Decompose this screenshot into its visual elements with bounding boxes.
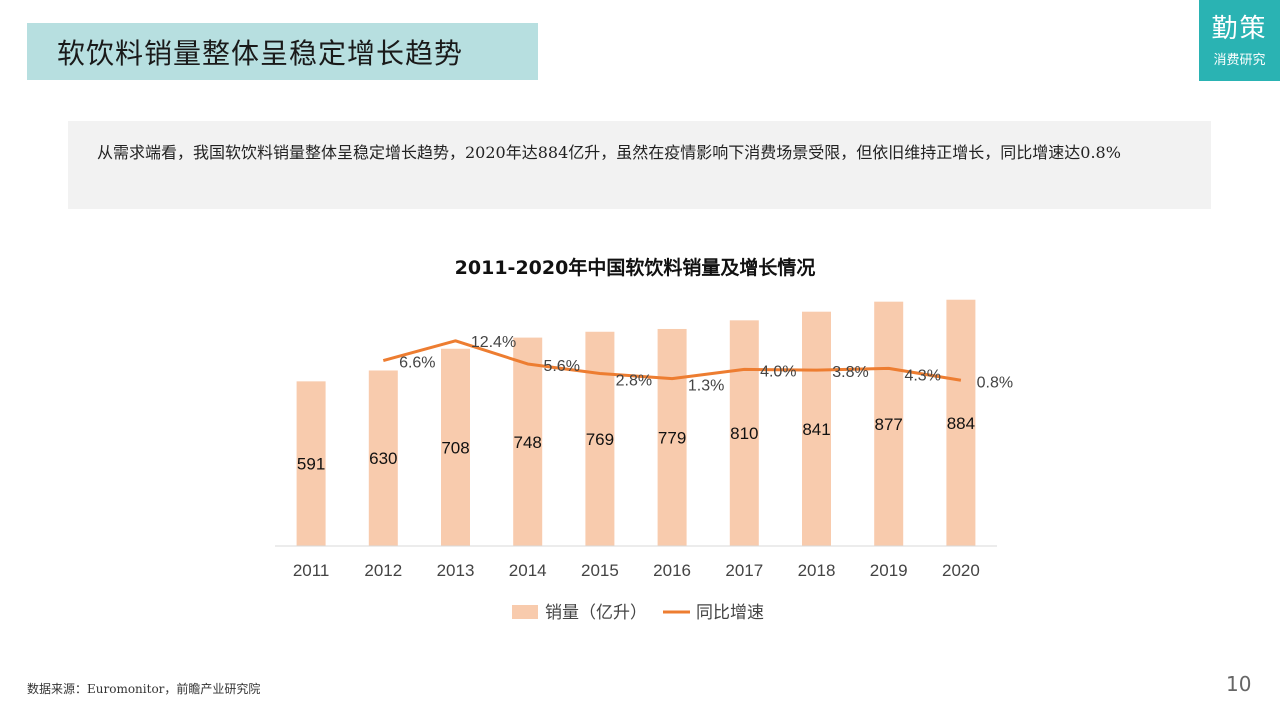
growth-label-2014: 5.6% — [543, 358, 579, 375]
growth-label-2018: 3.8% — [832, 364, 868, 381]
growth-label-2013: 12.4% — [471, 334, 516, 351]
slide-title-banner: 软饮料销量整体呈稳定增长趋势 — [27, 23, 538, 80]
bar-label-2019: 877 — [875, 415, 903, 434]
logo-main-text: 勤策 — [1211, 14, 1268, 44]
bar-2017 — [729, 320, 759, 546]
legend-line-label: 同比增速 — [696, 603, 764, 623]
x-tick-2015: 2015 — [581, 561, 619, 580]
bar-2014 — [513, 337, 543, 546]
bar-2020 — [946, 299, 976, 546]
growth-label-2016: 1.3% — [688, 378, 724, 395]
bar-2018 — [802, 311, 831, 546]
bar-2016 — [657, 328, 687, 546]
chart-title: 2011-2020年中国软饮料销量及增长情况 — [454, 257, 816, 279]
x-tick-2019: 2019 — [870, 561, 908, 580]
bar-label-2016: 779 — [658, 428, 686, 447]
data-source: 数据来源：Euromonitor，前瞻产业研究院 — [27, 682, 261, 696]
bar-2012 — [368, 370, 398, 546]
bar-label-2017: 810 — [730, 424, 758, 443]
growth-label-2012: 6.6% — [399, 355, 435, 372]
summary-text: 从需求端看，我国软饮料销量整体呈稳定增长趋势，2020年达884亿升，虽然在疫情… — [97, 143, 1121, 162]
bar-2019 — [874, 301, 904, 546]
growth-label-2015: 2.8% — [616, 372, 652, 389]
page-number: 10 — [1226, 672, 1252, 696]
bar-label-2020: 884 — [947, 414, 975, 433]
bar-2011 — [296, 381, 326, 546]
slide-title: 软饮料销量整体呈稳定增长趋势 — [57, 36, 464, 70]
x-tick-2017: 2017 — [725, 561, 763, 580]
growth-label-2020: 0.8% — [977, 374, 1013, 391]
x-tick-2018: 2018 — [798, 561, 836, 580]
growth-line — [382, 339, 962, 382]
logo-sub-text: 消费研究 — [1213, 53, 1266, 68]
growth-label-2019: 4.3% — [904, 367, 940, 384]
bar-label-2014: 748 — [514, 433, 542, 452]
brand-logo: 勤策 消费研究 — [1199, 0, 1280, 81]
bar-label-2018: 841 — [802, 420, 830, 439]
bar-label-2013: 708 — [441, 438, 469, 457]
bar-label-2015: 769 — [586, 430, 614, 449]
bar-label-2011: 591 — [297, 455, 325, 474]
summary-box: 从需求端看，我国软饮料销量整体呈稳定增长趋势，2020年达884亿升，虽然在疫情… — [68, 121, 1211, 209]
x-tick-2011: 2011 — [293, 561, 330, 580]
x-tick-2012: 2012 — [364, 561, 402, 580]
x-tick-2014: 2014 — [509, 561, 547, 580]
legend-bar-swatch — [512, 605, 538, 619]
x-tick-2013: 2013 — [437, 561, 475, 580]
bar-2015 — [585, 331, 615, 546]
x-tick-2020: 2020 — [942, 561, 980, 580]
growth-label-2017: 4.0% — [760, 363, 796, 380]
bar-label-2012: 630 — [369, 449, 397, 468]
x-tick-2016: 2016 — [653, 561, 691, 580]
bar-2013 — [441, 348, 470, 546]
legend-bar-label: 销量（亿升） — [545, 603, 647, 623]
